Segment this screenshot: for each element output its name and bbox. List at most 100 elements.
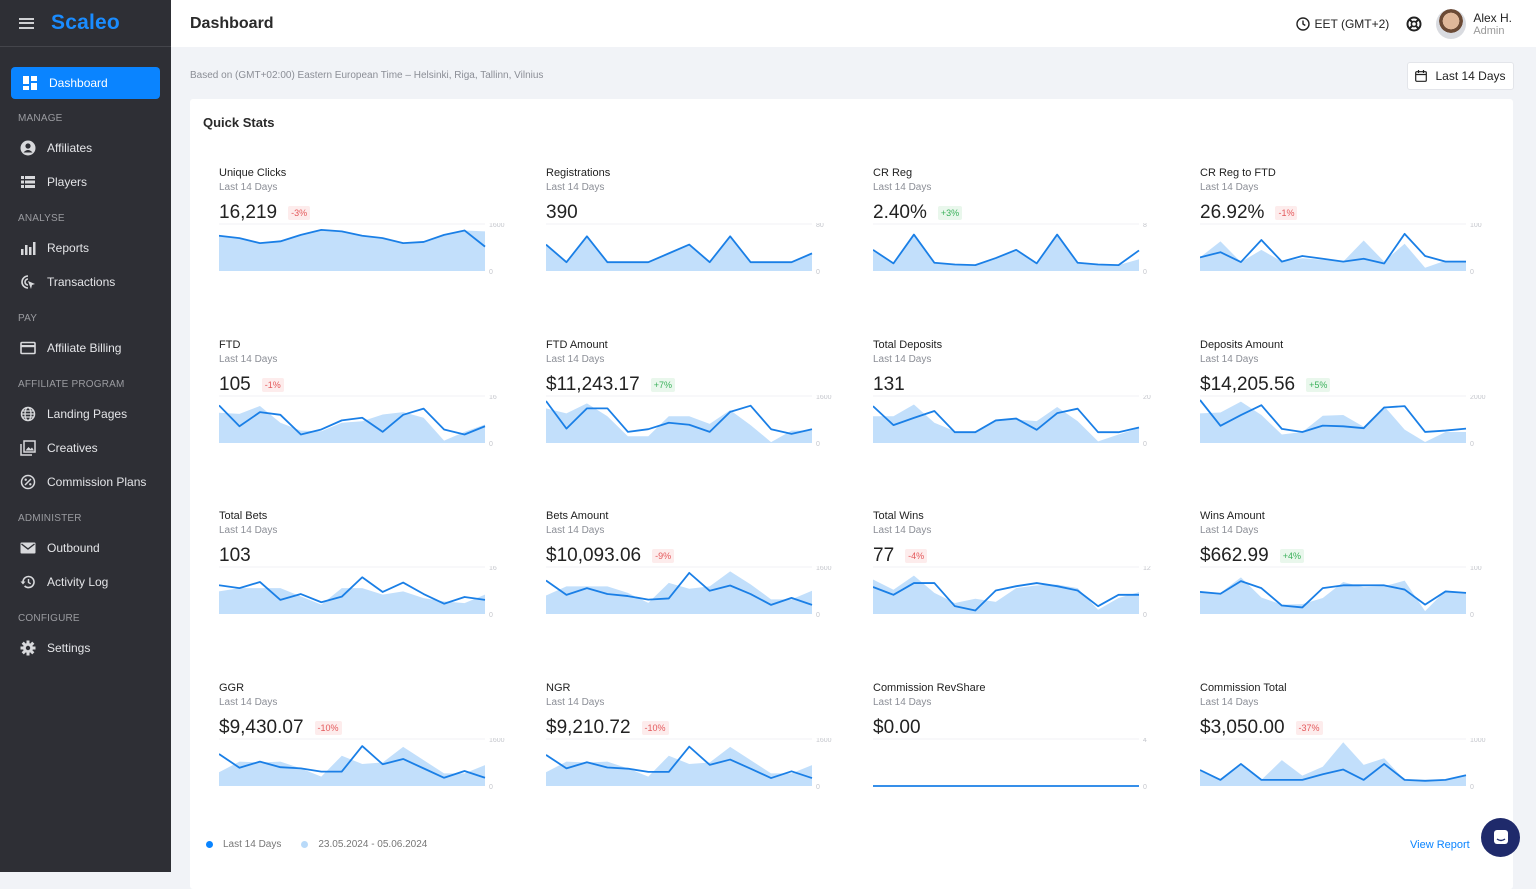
stat-title: CR Reg to FTD: [1200, 167, 1276, 179]
chat-widget-button[interactable]: [1481, 818, 1520, 857]
sidebar-item-reports[interactable]: Reports: [0, 231, 171, 265]
stat-title: Commission RevShare: [873, 681, 986, 694]
stat-ggr: GGR Last 14 Days $9,430.07 -10% 1600 0: [219, 682, 519, 842]
stat-unique-clicks: Unique Clicks Last 14 Days 16,219 -3% 1600…: [219, 167, 519, 327]
sidebar-item-affiliates[interactable]: Affiliates: [0, 131, 171, 165]
stat-period: Last 14 Days: [546, 182, 605, 193]
top-header: Dashboard EET (GMT+2) Alex H. Admin: [171, 0, 1536, 47]
stat-title: Deposits Amount: [1200, 338, 1284, 351]
sidebar-item-outbound[interactable]: Outbound: [0, 531, 171, 565]
y-min-label: 0: [1470, 612, 1474, 619]
sidebar-section-label: AFFILIATE PROGRAM: [18, 379, 125, 390]
y-min-label: 0: [1143, 269, 1147, 276]
user-name: Alex H.: [1473, 10, 1512, 25]
stat-period: Last 14 Days: [873, 696, 932, 708]
stat-value: $662.99: [1200, 545, 1269, 566]
sidebar-item-commission-plans[interactable]: Commission Plans: [0, 465, 171, 499]
clock-icon: [1295, 16, 1310, 31]
sidebar-item-affiliate-billing[interactable]: Affiliate Billing: [0, 331, 171, 365]
avatar[interactable]: [1436, 8, 1467, 39]
sidebar-item-players[interactable]: Players: [0, 165, 171, 199]
sidebar-section-label: PAY: [18, 313, 38, 324]
previous-period-area: [546, 746, 812, 786]
stat-period: Last 14 Days: [873, 182, 932, 193]
current-period-line: [873, 233, 1140, 267]
sidebar-item-landing-pages[interactable]: Landing Pages: [0, 397, 171, 431]
change-badge: -3%: [288, 206, 311, 220]
stat-title: Registrations: [546, 167, 611, 179]
sidebar-item-settings[interactable]: Settings: [0, 631, 171, 665]
legend-current: Last 14 Days: [223, 839, 282, 850]
current-period-line: [546, 399, 813, 435]
stat-period: Last 14 Days: [219, 353, 278, 365]
sidebar-item-label: Players: [47, 175, 88, 189]
previous-period-area: [873, 575, 1139, 614]
y-min-label: 0: [1470, 441, 1474, 448]
sidebar-item-label: Outbound: [47, 541, 100, 555]
sidebar-item-label: Creatives: [47, 441, 98, 455]
stat-period: Last 14 Days: [219, 182, 278, 193]
sidebar-item-transactions[interactable]: Transactions: [0, 265, 171, 299]
sparkline-chart: 40: [873, 738, 1147, 791]
stat-title: NGR: [546, 681, 571, 694]
stat-period: Last 14 Days: [546, 353, 605, 365]
sidebar-item-creatives[interactable]: Creatives: [0, 431, 171, 465]
date-range-label: Last 14 Days: [1435, 69, 1506, 83]
previous-period-area: [546, 571, 812, 614]
sidebar-item-label: Commission Plans: [47, 475, 147, 489]
change-badge: -37%: [1295, 720, 1323, 735]
quick-stats-card: Quick Stats Unique Clicks Last 14 Days 1…: [190, 99, 1513, 889]
stat-commission-total: Commission Total Last 14 Days $3,050.00-…: [1200, 682, 1500, 842]
previous-period-area: [546, 236, 812, 271]
stat-title: Total Wins: [873, 510, 924, 522]
stat-period: Last 14 Days: [1200, 182, 1259, 193]
sidebar-section-label: ANALYSE: [18, 213, 65, 224]
gear-icon: [19, 640, 36, 657]
menu-icon[interactable]: [19, 17, 34, 29]
y-min-label: 0: [489, 612, 493, 619]
stat-title: Bets Amount: [546, 510, 609, 522]
user-menu[interactable]: Alex H. Admin: [1473, 11, 1512, 37]
stat-title: CR Reg: [873, 167, 913, 179]
previous-period-area: [219, 405, 485, 443]
sparkline-chart: 100 0: [1200, 566, 1482, 619]
current-period-line: [219, 404, 486, 435]
sidebar-item-label: Affiliate Billing: [47, 341, 122, 355]
sparkline-chart: 16 0: [219, 566, 497, 619]
current-period-line: [546, 745, 813, 779]
list-icon: [19, 174, 36, 191]
view-report-link[interactable]: View Report: [1410, 839, 1470, 851]
y-min-label: 0: [816, 612, 820, 619]
calendar-icon: [1415, 70, 1428, 82]
y-min-label: 0: [489, 269, 493, 276]
stat-deposits-amount: Deposits Amount Last 14 Days $14,205.56 +…: [1200, 339, 1500, 499]
sidebar-item-activity-log[interactable]: Activity Log: [0, 565, 171, 599]
current-period-line: [1200, 232, 1466, 265]
change-badge: -1%: [261, 377, 284, 392]
date-range-button[interactable]: Last 14 Days: [1407, 62, 1514, 90]
previous-period-area: [873, 234, 1139, 271]
y-min-label: 0: [1470, 784, 1474, 791]
current-period-line: [873, 404, 1140, 433]
stat-title: GGR: [219, 681, 245, 694]
stat-period: Last 14 Days: [546, 525, 605, 536]
stat-title: Wins Amount: [1200, 510, 1265, 522]
account-circle-icon: [19, 140, 36, 157]
previous-period-area: [1200, 240, 1466, 271]
stat-value: $9,430.07: [219, 716, 304, 738]
logo[interactable]: Scaleo: [51, 11, 120, 34]
stat-value: $3,050.00: [1200, 716, 1285, 738]
current-period-line: [873, 582, 1139, 612]
stat-period: Last 14 Days: [219, 525, 278, 536]
stat-value: 105: [219, 373, 251, 395]
timezone-selector[interactable]: EET (GMT+2): [1314, 16, 1390, 31]
sidebar-item-dashboard[interactable]: Dashboard: [11, 67, 160, 99]
support-icon[interactable]: [1406, 16, 1422, 32]
sidebar-nav: MANAGE Affiliates Players ANALYSE Reports Tra…: [0, 113, 171, 665]
y-max-label: 1600: [816, 395, 832, 401]
current-period-line: [546, 571, 813, 606]
stat-ftd-amount: FTD Amount Last 14 Days $11,243.17 +7% 160…: [546, 339, 846, 499]
sparkline-chart: 1600 0: [546, 738, 832, 791]
stat-period: Last 14 Days: [873, 353, 932, 365]
percent-icon: [19, 474, 36, 491]
